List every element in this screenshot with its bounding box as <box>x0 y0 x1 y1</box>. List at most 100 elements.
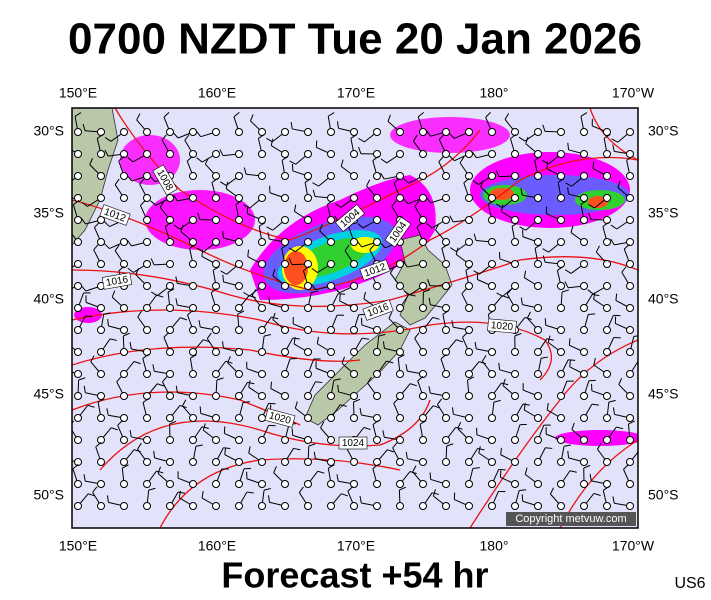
wind-barb-feather <box>382 430 385 438</box>
wind-station <box>189 304 197 312</box>
wind-station <box>488 458 496 466</box>
wind-barb-feather <box>263 333 272 337</box>
wind-barbs <box>72 111 638 510</box>
wind-station <box>189 326 197 334</box>
wind-barb-feather <box>563 444 572 447</box>
wind-station <box>143 150 151 158</box>
wind-station <box>603 194 611 202</box>
wind-station <box>327 458 335 466</box>
wind-station <box>511 128 519 136</box>
wind-barb-feather <box>117 420 123 426</box>
wind-station <box>488 216 496 224</box>
wind-barb-feather <box>520 188 523 196</box>
wind-station <box>235 370 243 378</box>
wind-station <box>327 480 335 488</box>
wind-station <box>350 172 358 180</box>
wind-station <box>396 502 404 510</box>
wind-barb-feather <box>431 492 439 495</box>
wind-barb-feather <box>593 292 596 300</box>
wind-station <box>465 128 473 136</box>
wind-barb-feather <box>182 399 187 407</box>
wind-barb-feather <box>85 315 93 318</box>
wind-station <box>580 502 588 510</box>
wind-station <box>327 304 335 312</box>
wind-station <box>511 370 519 378</box>
wind-station <box>327 502 335 510</box>
wind-station <box>304 128 312 136</box>
wind-barb-feather <box>180 317 187 321</box>
wind-barb-feather <box>425 197 432 204</box>
wind-station <box>534 502 542 510</box>
wind-barb-feather <box>564 281 569 288</box>
wind-station <box>212 194 220 202</box>
wind-station <box>304 304 312 312</box>
forecast-label: Forecast +54 hr <box>221 555 488 596</box>
wind-station <box>166 194 174 202</box>
wind-barb-feather <box>519 489 527 492</box>
wind-station <box>419 238 427 246</box>
wind-station <box>419 282 427 290</box>
wind-station <box>603 348 611 356</box>
wind-station <box>212 458 220 466</box>
wind-station <box>465 480 473 488</box>
wind-station <box>189 480 197 488</box>
wind-barb-feather <box>520 297 523 305</box>
wind-station <box>557 238 565 246</box>
wind-station <box>97 172 105 180</box>
wind-barb-feather <box>157 466 161 474</box>
wind-station <box>189 194 197 202</box>
wind-barb-feather <box>247 381 255 385</box>
wind-station <box>327 326 335 334</box>
wind-station <box>488 150 496 158</box>
wind-barb-feather <box>281 244 288 249</box>
wind-station <box>373 216 381 224</box>
wind-station <box>396 150 404 158</box>
wind-station <box>396 282 404 290</box>
wind-station <box>626 128 634 136</box>
wind-station <box>511 304 519 312</box>
wind-station <box>465 150 473 158</box>
wind-barb-feather <box>524 467 528 475</box>
wind-barb-feather <box>366 179 371 187</box>
wind-barb-feather <box>593 358 596 366</box>
wind-station <box>258 216 266 224</box>
wind-station <box>350 348 358 356</box>
wind-station <box>442 216 450 224</box>
wind-station <box>281 326 289 334</box>
wind-barb-feather <box>363 291 367 299</box>
wind-barb-feather <box>319 224 323 231</box>
wind-station <box>166 348 174 356</box>
wind-barb-feather <box>175 385 178 393</box>
isobar-label-box <box>152 164 178 196</box>
wind-barb-feather <box>542 248 549 253</box>
wind-station <box>281 370 289 378</box>
wind-station <box>488 392 496 400</box>
wind-station <box>212 436 220 444</box>
wind-station <box>580 370 588 378</box>
wind-station <box>189 392 197 400</box>
wind-station <box>235 348 243 356</box>
wind-station <box>235 172 243 180</box>
wind-station <box>166 392 174 400</box>
wind-station <box>580 392 588 400</box>
wind-station <box>97 128 105 136</box>
wind-barb-feather <box>380 172 385 180</box>
longitude-label: 180° <box>480 85 509 101</box>
wind-station <box>281 194 289 202</box>
wind-barb-feather <box>382 341 385 349</box>
isobar-label-box <box>264 408 296 428</box>
wind-barb-feather <box>449 133 455 139</box>
wind-station <box>534 194 542 202</box>
wind-station <box>258 194 266 202</box>
wind-station <box>120 348 128 356</box>
wind-barb-feather <box>243 292 250 297</box>
wind-barb-feather <box>467 376 474 381</box>
wind-station <box>419 436 427 444</box>
wind-barb-feather <box>429 472 432 480</box>
wind-barb-feather <box>495 170 500 177</box>
wind-station <box>442 238 450 246</box>
wind-station <box>557 260 565 268</box>
wind-station <box>258 414 266 422</box>
map-frame <box>71 107 639 529</box>
wind-station <box>488 194 496 202</box>
